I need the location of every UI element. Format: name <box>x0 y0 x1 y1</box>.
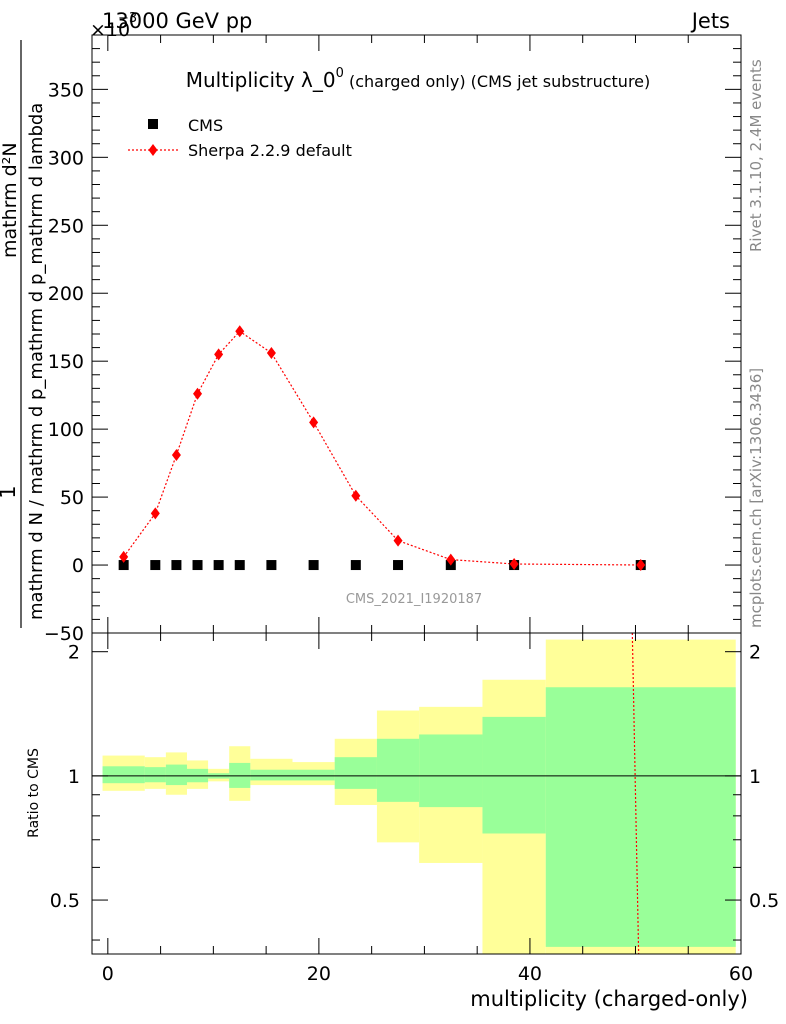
main-ytick-label: 0 <box>72 555 84 577</box>
main-ytick-label: 50 <box>60 487 84 509</box>
cms-points <box>118 560 646 571</box>
sherpa-point <box>636 558 646 571</box>
cms-point <box>308 560 319 571</box>
ratio-ylabel: Ratio to CMS <box>26 748 42 838</box>
legend: CMS Sherpa 2.2.9 default <box>128 116 352 160</box>
ratio-x-ticks: 0 20 40 60 <box>102 633 753 985</box>
sherpa-point <box>266 347 276 360</box>
ratio-inner-bin <box>419 734 483 808</box>
ratio-inner-bin <box>144 767 166 783</box>
watermark: CMS_2021_I1920187 <box>346 592 482 607</box>
legend-cms-label: CMS <box>188 116 223 135</box>
ratio-panel: 0.5 0.5 1 1 2 2 0 20 40 60 Ratio to CMS multipli… <box>26 632 779 1011</box>
main-panel: −50 0 50 100 150 200 250 300 350 Multiplicity λ_… <box>44 34 742 645</box>
sherpa-point <box>150 507 160 520</box>
sherpa-point <box>393 534 403 547</box>
main-ytick-label: 150 <box>48 351 84 373</box>
ylabel-top: 1 <box>0 485 20 498</box>
header-right: Jets <box>690 9 730 33</box>
main-ytick-label: 300 <box>48 147 84 169</box>
side-label-top: Rivet 3.1.10, 2.4M events <box>747 59 765 252</box>
xtick-label: 0 <box>102 963 114 985</box>
main-ytick-label: −50 <box>44 623 84 645</box>
sherpa-point <box>171 448 181 461</box>
sherpa-point <box>193 387 203 400</box>
title-detail: (charged only) (CMS jet substructure) <box>344 72 650 91</box>
sherpa-point <box>235 325 245 338</box>
sherpa-points <box>119 325 646 571</box>
ylabel-num: mathrm d²N <box>0 142 21 258</box>
title-main: Multiplicity λ_0 <box>186 68 336 92</box>
cms-point <box>118 560 129 571</box>
sherpa-point <box>509 557 519 570</box>
ratio-inner-bin <box>545 687 736 947</box>
cms-point <box>150 560 161 571</box>
sherpa-point <box>119 550 129 563</box>
title-power: 0 <box>336 66 344 81</box>
sherpa-point <box>214 348 224 361</box>
ratio-inner-bin <box>165 764 187 786</box>
main-ytick-label: 100 <box>48 419 84 441</box>
cms-point <box>393 560 404 571</box>
cms-point <box>171 560 182 571</box>
exponent-power: −3 <box>118 11 137 26</box>
ratio-inner-bin <box>334 757 377 789</box>
ratio-y-ticks: 0.5 0.5 1 1 2 2 <box>50 642 779 941</box>
legend-cms-marker <box>148 119 158 129</box>
main-ytick-label: 200 <box>48 283 84 305</box>
cms-point <box>234 560 245 571</box>
sherpa-point <box>446 553 456 566</box>
ratio-sherpa-line <box>631 632 640 955</box>
header-left: 13000 GeV pp <box>102 9 252 33</box>
ratio-inner-bin <box>482 716 546 834</box>
ratio-ytick-label-right: 2 <box>749 642 761 664</box>
cms-point <box>266 560 277 571</box>
main-x-ticks <box>107 35 742 633</box>
main-y-ticks: −50 0 50 100 150 200 250 300 350 <box>44 48 741 645</box>
main-ytick-label: 250 <box>48 215 84 237</box>
x-axis-label: multiplicity (charged-only) <box>470 987 748 1011</box>
ylabel-den: mathrm d N / mathrm d p_mathrm d p_mathr… <box>26 103 47 620</box>
ratio-inner-bin <box>292 769 335 781</box>
ratio-ytick-label-right: 0.5 <box>749 890 779 912</box>
legend-sherpa-marker <box>148 144 158 156</box>
cms-point <box>213 560 224 571</box>
main-ytick-label: 350 <box>48 79 84 101</box>
xtick-label: 40 <box>518 963 542 985</box>
cms-point <box>350 560 361 571</box>
sherpa-point <box>351 489 361 502</box>
ratio-inner-bin <box>102 766 145 784</box>
side-label-bottom: mcplots.cern.ch [arXiv:1306.3436] <box>747 368 765 628</box>
xtick-label: 60 <box>729 963 753 985</box>
sherpa-point <box>309 416 319 429</box>
main-title: Multiplicity λ_00 (charged only) (CMS je… <box>186 66 651 92</box>
main-ylabel: 1 mathrm d N / mathrm d p_mathrm d p_mat… <box>0 40 47 628</box>
sherpa-curve <box>123 330 641 566</box>
ratio-frame <box>91 632 742 955</box>
ratio-ytick-label: 0.5 <box>50 890 80 912</box>
xtick-label: 20 <box>307 963 331 985</box>
ratio-inner-band <box>102 687 736 947</box>
ratio-inner-bin <box>376 738 420 802</box>
ratio-ytick-label: 1 <box>68 766 80 788</box>
legend-sherpa-label: Sherpa 2.2.9 default <box>188 141 352 160</box>
ratio-ytick-label-right: 1 <box>749 766 761 788</box>
cms-point <box>192 560 203 571</box>
ratio-ytick-label: 2 <box>68 642 80 664</box>
ratio-inner-bin <box>250 769 293 781</box>
